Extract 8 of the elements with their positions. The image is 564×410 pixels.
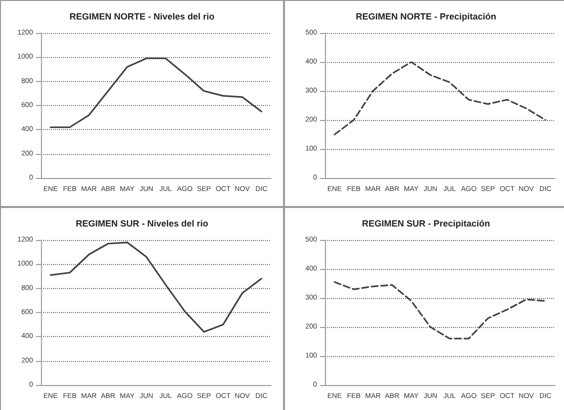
line-series	[50, 58, 262, 128]
line-series	[334, 61, 546, 136]
line-series	[334, 281, 546, 340]
chart-title: REGIMEN NORTE - Niveles del rio	[69, 12, 216, 22]
line-series	[50, 242, 262, 333]
chart-title: REGIMEN SUR - Niveles del rio	[76, 218, 209, 228]
chart-title: REGIMEN NORTE - Precipitación	[356, 12, 496, 22]
chart-title: REGIMEN SUR - Precipitación	[362, 218, 490, 228]
